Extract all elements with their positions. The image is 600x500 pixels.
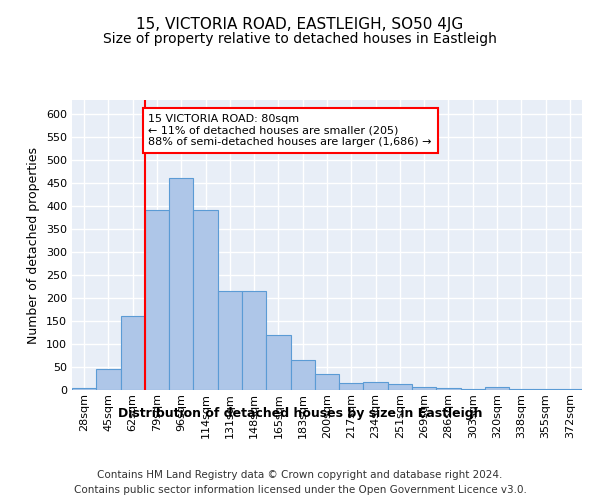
Text: Distribution of detached houses by size in Eastleigh: Distribution of detached houses by size … — [118, 408, 482, 420]
Bar — [218, 291, 242, 390]
Bar — [193, 210, 218, 390]
Bar — [169, 178, 193, 390]
Bar — [509, 389, 533, 390]
Bar — [558, 389, 582, 390]
Bar — [533, 389, 558, 390]
Bar — [339, 383, 364, 390]
Bar — [96, 370, 121, 390]
Y-axis label: Number of detached properties: Number of detached properties — [28, 146, 40, 344]
Text: 15, VICTORIA ROAD, EASTLEIGH, SO50 4JG: 15, VICTORIA ROAD, EASTLEIGH, SO50 4JG — [136, 18, 464, 32]
Bar — [315, 374, 339, 390]
Text: 15 VICTORIA ROAD: 80sqm
← 11% of detached houses are smaller (205)
88% of semi-d: 15 VICTORIA ROAD: 80sqm ← 11% of detache… — [149, 114, 432, 147]
Bar — [388, 384, 412, 390]
Bar — [485, 387, 509, 390]
Bar — [121, 316, 145, 390]
Text: Contains HM Land Registry data © Crown copyright and database right 2024.: Contains HM Land Registry data © Crown c… — [97, 470, 503, 480]
Bar — [72, 388, 96, 390]
Bar — [290, 360, 315, 390]
Bar — [242, 291, 266, 390]
Bar — [412, 387, 436, 390]
Bar — [266, 335, 290, 390]
Bar — [364, 382, 388, 390]
Bar — [436, 388, 461, 390]
Bar — [145, 210, 169, 390]
Text: Contains public sector information licensed under the Open Government Licence v3: Contains public sector information licen… — [74, 485, 526, 495]
Bar — [461, 389, 485, 390]
Text: Size of property relative to detached houses in Eastleigh: Size of property relative to detached ho… — [103, 32, 497, 46]
